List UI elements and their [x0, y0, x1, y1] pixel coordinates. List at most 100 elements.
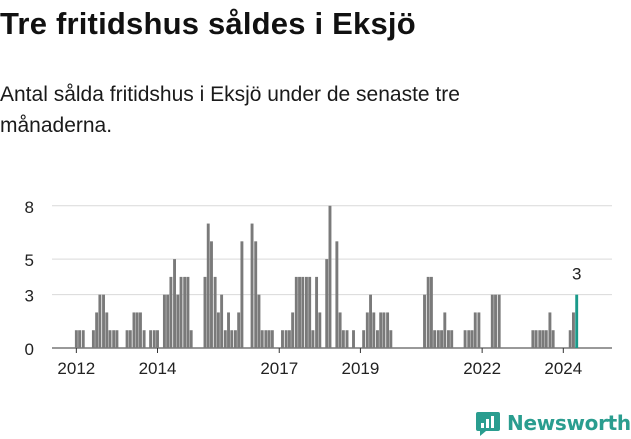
bar	[551, 330, 555, 348]
x-tick-label: 2022	[463, 359, 501, 378]
bar	[568, 330, 572, 348]
bar	[81, 330, 85, 348]
bar	[264, 330, 268, 348]
bar	[531, 330, 535, 348]
bar	[447, 330, 450, 348]
bar	[179, 276, 183, 348]
bar	[169, 276, 173, 348]
x-tick-label: 2017	[260, 359, 298, 378]
bar	[470, 330, 474, 348]
bar	[345, 330, 349, 348]
bar	[230, 330, 234, 348]
bar	[186, 276, 190, 348]
bar	[91, 330, 95, 348]
bar	[308, 276, 312, 348]
bar	[284, 330, 288, 348]
bar	[156, 330, 159, 348]
bar	[132, 312, 136, 348]
bar	[541, 330, 545, 348]
bar	[304, 276, 308, 348]
bar	[538, 330, 542, 348]
bar	[450, 330, 454, 348]
bar	[267, 330, 271, 348]
bar	[443, 312, 447, 348]
bar	[328, 205, 332, 348]
bar	[311, 330, 315, 348]
bar	[128, 330, 132, 348]
bar	[220, 294, 224, 348]
x-tick-label: 2019	[341, 359, 379, 378]
bar	[206, 223, 210, 348]
bar	[386, 312, 390, 348]
bar	[183, 276, 187, 348]
bar-chart: 0 3 5 8 3 2012 2014 2017 2019 2022 2024	[25, 198, 612, 378]
bar	[237, 312, 241, 348]
bar	[105, 312, 109, 348]
bar	[463, 330, 467, 348]
bar	[490, 294, 494, 348]
bar	[189, 330, 193, 348]
bar	[362, 330, 366, 348]
bar	[423, 294, 426, 348]
bar	[477, 312, 481, 348]
bar	[270, 330, 274, 348]
bar	[210, 241, 213, 348]
bar	[382, 312, 386, 348]
bar	[98, 294, 102, 348]
brand-name: Newsworthy	[507, 411, 631, 435]
x-tick-label: 2014	[139, 359, 177, 378]
bar	[365, 312, 369, 348]
bar	[173, 259, 177, 348]
bar	[318, 312, 322, 348]
bar	[102, 294, 105, 348]
bar	[139, 312, 142, 348]
bar	[341, 330, 345, 348]
bar	[494, 294, 497, 348]
bar	[149, 330, 153, 348]
bar	[227, 312, 230, 348]
bar	[233, 330, 237, 348]
bar	[298, 276, 301, 348]
highlight-value-label: 3	[572, 265, 581, 284]
y-tick-label: 8	[25, 198, 34, 217]
x-tick-label: 2024	[544, 359, 582, 378]
bar	[112, 330, 116, 348]
bar	[325, 259, 329, 348]
bar	[287, 330, 291, 348]
bar	[315, 276, 319, 348]
bar	[95, 312, 99, 348]
y-tick-label: 0	[25, 340, 34, 359]
bar	[433, 330, 437, 348]
bar	[426, 276, 430, 348]
bar	[257, 294, 261, 348]
y-tick-label: 3	[25, 287, 34, 306]
bar	[115, 330, 119, 348]
bar	[74, 330, 78, 348]
bar	[389, 330, 393, 348]
bar	[372, 312, 376, 348]
bar	[142, 330, 146, 348]
bar	[369, 294, 373, 348]
bar	[544, 330, 548, 348]
bar	[335, 241, 339, 348]
bar	[301, 276, 305, 348]
bar	[497, 294, 501, 348]
bar	[352, 330, 355, 348]
highlight-bar	[575, 294, 579, 348]
bar	[108, 330, 112, 348]
bar	[223, 330, 227, 348]
brand-logo: Newsworthy	[475, 408, 631, 438]
bar	[260, 330, 264, 348]
bar	[375, 330, 379, 348]
bar	[436, 330, 440, 348]
bar	[240, 241, 244, 348]
x-tick-label: 2012	[57, 359, 95, 378]
bar	[467, 330, 471, 348]
bar	[291, 312, 295, 348]
bar	[250, 223, 254, 348]
bar	[281, 330, 284, 348]
bar	[294, 276, 298, 348]
bar	[216, 312, 220, 348]
bar	[379, 312, 383, 348]
bar	[213, 276, 217, 348]
